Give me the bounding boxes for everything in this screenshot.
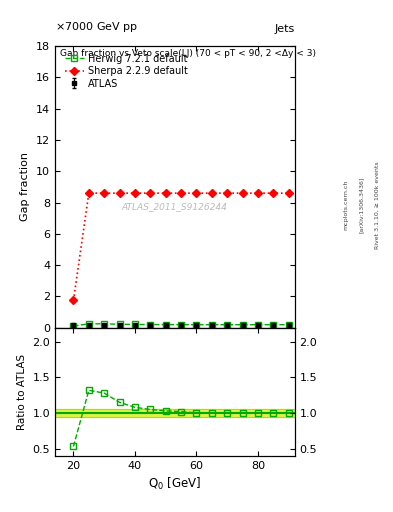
- Herwig 7.2.1 default: [194, 322, 199, 328]
- Herwig 7.2.1 default: [117, 321, 122, 327]
- Herwig 7.2.1 default: [86, 321, 91, 327]
- Text: ATLAS_2011_S9126244: ATLAS_2011_S9126244: [122, 202, 228, 211]
- Text: Jets: Jets: [274, 24, 295, 34]
- Herwig 7.2.1 default: [163, 322, 168, 328]
- Sherpa 2.2.9 default: [271, 190, 275, 196]
- Sherpa 2.2.9 default: [209, 190, 214, 196]
- Herwig 7.2.1 default: [102, 321, 107, 327]
- Y-axis label: Gap fraction: Gap fraction: [20, 153, 31, 221]
- Text: Gap fraction vs Veto scale(LJ) (70 < pT < 90, 2 <Δy < 3): Gap fraction vs Veto scale(LJ) (70 < pT …: [60, 49, 316, 58]
- Line: Herwig 7.2.1 default: Herwig 7.2.1 default: [71, 321, 291, 329]
- Y-axis label: Ratio to ATLAS: Ratio to ATLAS: [17, 354, 27, 430]
- X-axis label: Q$_0$ [GeV]: Q$_0$ [GeV]: [148, 476, 202, 492]
- Text: Rivet 3.1.10, ≥ 100k events: Rivet 3.1.10, ≥ 100k events: [375, 161, 380, 249]
- Text: $\times$7000 GeV pp: $\times$7000 GeV pp: [55, 20, 138, 34]
- Sherpa 2.2.9 default: [71, 297, 76, 304]
- Text: mcplots.cern.ch: mcplots.cern.ch: [343, 180, 348, 230]
- Sherpa 2.2.9 default: [255, 190, 260, 196]
- Herwig 7.2.1 default: [71, 323, 76, 329]
- Sherpa 2.2.9 default: [179, 190, 184, 196]
- Herwig 7.2.1 default: [209, 322, 214, 328]
- Herwig 7.2.1 default: [271, 322, 275, 328]
- Sherpa 2.2.9 default: [240, 190, 245, 196]
- Herwig 7.2.1 default: [132, 322, 137, 328]
- Herwig 7.2.1 default: [179, 322, 184, 328]
- Herwig 7.2.1 default: [148, 322, 152, 328]
- Sherpa 2.2.9 default: [102, 190, 107, 196]
- Sherpa 2.2.9 default: [225, 190, 230, 196]
- Herwig 7.2.1 default: [286, 322, 291, 328]
- Legend: Herwig 7.2.1 default, Sherpa 2.2.9 default, ATLAS: Herwig 7.2.1 default, Sherpa 2.2.9 defau…: [65, 54, 188, 89]
- Herwig 7.2.1 default: [255, 322, 260, 328]
- Sherpa 2.2.9 default: [163, 190, 168, 196]
- Sherpa 2.2.9 default: [286, 190, 291, 196]
- Herwig 7.2.1 default: [240, 322, 245, 328]
- Text: [arXiv:1306.3436]: [arXiv:1306.3436]: [359, 177, 364, 233]
- Sherpa 2.2.9 default: [194, 190, 199, 196]
- Sherpa 2.2.9 default: [132, 190, 137, 196]
- Sherpa 2.2.9 default: [117, 190, 122, 196]
- Sherpa 2.2.9 default: [86, 190, 91, 196]
- Herwig 7.2.1 default: [225, 322, 230, 328]
- Sherpa 2.2.9 default: [148, 190, 152, 196]
- Line: Sherpa 2.2.9 default: Sherpa 2.2.9 default: [71, 190, 291, 303]
